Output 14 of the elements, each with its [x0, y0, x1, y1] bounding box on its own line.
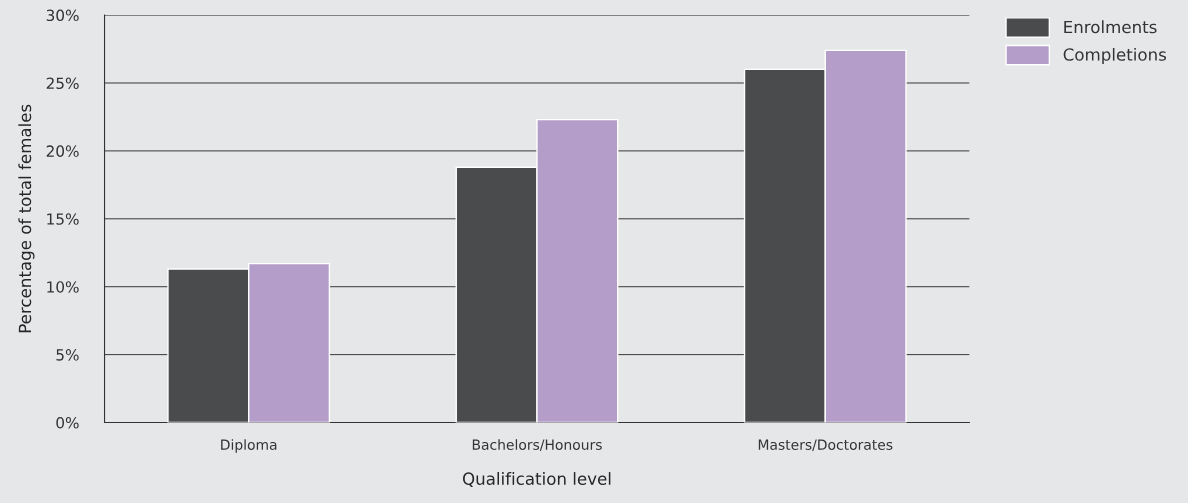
y-tick-label: 10%	[47, 281, 79, 293]
y-axis-title: Percentage of total females	[18, 104, 35, 333]
y-tick-label: 20%	[46, 145, 79, 157]
y-tick-label: 5%	[56, 349, 79, 361]
x-tick-label: Diploma	[221, 439, 277, 453]
x-axis-title: Qualification level	[462, 472, 611, 487]
x-tick-label: Masters/Doctorates	[758, 439, 893, 452]
legend-label: Completions	[1063, 47, 1167, 65]
x-tick-label: Bachelors/Honours	[472, 439, 602, 452]
y-tick-label: 30%	[46, 9, 79, 22]
y-tick-label: 15%	[47, 213, 79, 225]
y-tick-label: 0%	[56, 416, 79, 429]
legend-label: Enrolments	[1064, 20, 1157, 34]
y-tick-label: 25%	[46, 77, 79, 90]
